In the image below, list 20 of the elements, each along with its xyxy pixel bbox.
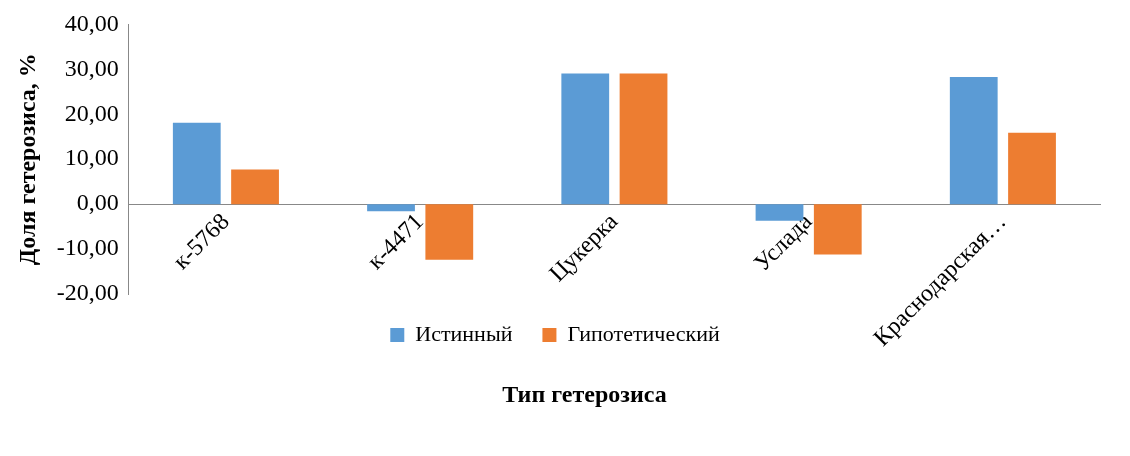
- legend-label: Гипотетический: [567, 320, 720, 346]
- y-tick-label: 0,00: [76, 189, 119, 216]
- bar: [367, 204, 415, 212]
- bar: [231, 169, 279, 205]
- legend-label: Истинный: [415, 320, 513, 346]
- bar: [1008, 132, 1056, 205]
- bar: [813, 204, 862, 255]
- bar: [949, 76, 998, 205]
- y-tick-label: -10,00: [56, 234, 119, 261]
- y-tick-label: 30,00: [64, 54, 119, 81]
- y-tick-label: 10,00: [64, 144, 119, 171]
- x-axis-title: Тип гетерозиса: [502, 381, 667, 408]
- y-tick-label: -20,00: [56, 279, 119, 306]
- y-tick-label: 40,00: [64, 9, 119, 36]
- bar: [425, 204, 474, 260]
- bar: [619, 73, 668, 205]
- y-tick-label: 20,00: [64, 99, 119, 126]
- bar: [172, 122, 221, 205]
- bar: [561, 73, 610, 205]
- y-axis-title: Доля гетерозиса, %: [13, 53, 40, 266]
